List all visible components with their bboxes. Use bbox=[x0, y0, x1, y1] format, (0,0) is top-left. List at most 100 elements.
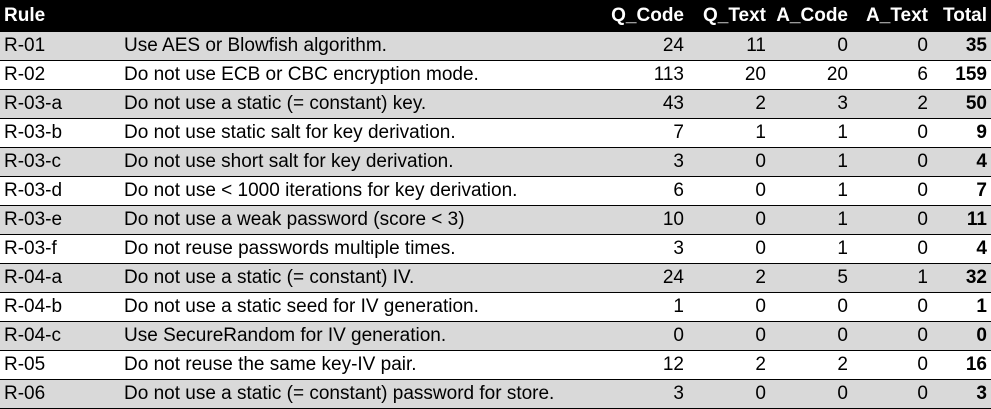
a-code-count: 0 bbox=[770, 379, 852, 409]
total-count: 4 bbox=[932, 147, 991, 177]
a-text-count: 0 bbox=[852, 176, 932, 206]
q-text-count: 2 bbox=[688, 89, 770, 119]
header-q-code: Q_Code bbox=[611, 5, 684, 26]
header-q-text: Q_Text bbox=[702, 5, 766, 26]
total-count: 9 bbox=[932, 118, 991, 148]
q-text-count: 0 bbox=[688, 176, 770, 206]
header-rule: Rule bbox=[4, 5, 46, 26]
a-text-count: 0 bbox=[852, 292, 932, 322]
rule-description: Do not reuse the same key-IV pair. bbox=[120, 350, 600, 380]
q-code-count: 43 bbox=[600, 89, 688, 119]
table-row: R-06 Do not use a static (= constant) pa… bbox=[0, 379, 991, 409]
q-code-count: 3 bbox=[600, 379, 688, 409]
a-text-count: 0 bbox=[852, 32, 932, 61]
total-count: 159 bbox=[932, 60, 991, 90]
rule-description: Do not use < 1000 iterations for key der… bbox=[120, 176, 600, 206]
rule-id: R-03-a bbox=[0, 89, 120, 119]
rule-id: R-02 bbox=[0, 60, 120, 90]
rule-id: R-04-a bbox=[0, 263, 120, 293]
q-text-count: 1 bbox=[688, 118, 770, 148]
table-body: R-01 Use AES or Blowfish algorithm. 24 1… bbox=[0, 32, 991, 409]
q-text-count: 2 bbox=[688, 263, 770, 293]
header-a-code: A_Code bbox=[776, 5, 848, 26]
table-row: R-03-f Do not reuse passwords multiple t… bbox=[0, 234, 991, 264]
header-a-text: A_Text bbox=[866, 5, 928, 26]
a-code-count: 0 bbox=[770, 292, 852, 322]
q-code-count: 10 bbox=[600, 205, 688, 235]
a-code-count: 1 bbox=[770, 118, 852, 148]
q-code-count: 113 bbox=[600, 60, 688, 90]
a-code-count: 2 bbox=[770, 350, 852, 380]
total-count: 7 bbox=[932, 176, 991, 206]
table-row: R-05 Do not reuse the same key-IV pair. … bbox=[0, 350, 991, 380]
rule-description: Do not use a weak password (score < 3) bbox=[120, 205, 600, 235]
total-count: 3 bbox=[932, 379, 991, 409]
total-count: 35 bbox=[932, 32, 991, 61]
q-text-count: 20 bbox=[688, 60, 770, 90]
a-code-count: 20 bbox=[770, 60, 852, 90]
header-total: Total bbox=[943, 5, 987, 26]
a-code-count: 5 bbox=[770, 263, 852, 293]
q-text-count: 0 bbox=[688, 379, 770, 409]
q-code-count: 24 bbox=[600, 32, 688, 61]
q-code-count: 3 bbox=[600, 147, 688, 177]
q-text-count: 0 bbox=[688, 147, 770, 177]
q-text-count: 0 bbox=[688, 292, 770, 322]
q-code-count: 6 bbox=[600, 176, 688, 206]
table-row: R-03-c Do not use short salt for key der… bbox=[0, 147, 991, 177]
a-code-count: 3 bbox=[770, 89, 852, 119]
q-text-count: 0 bbox=[688, 234, 770, 264]
a-text-count: 6 bbox=[852, 60, 932, 90]
rule-id: R-03-d bbox=[0, 176, 120, 206]
q-code-count: 12 bbox=[600, 350, 688, 380]
total-count: 50 bbox=[932, 89, 991, 119]
a-text-count: 1 bbox=[852, 263, 932, 293]
total-count: 16 bbox=[932, 350, 991, 380]
rule-description: Use SecureRandom for IV generation. bbox=[120, 321, 600, 351]
rule-description: Do not reuse passwords multiple times. bbox=[120, 234, 600, 264]
a-text-count: 0 bbox=[852, 350, 932, 380]
table-row: R-03-a Do not use a static (= constant) … bbox=[0, 89, 991, 119]
a-text-count: 0 bbox=[852, 147, 932, 177]
rule-description: Do not use static salt for key derivatio… bbox=[120, 118, 600, 148]
rule-description: Use AES or Blowfish algorithm. bbox=[120, 32, 600, 61]
a-code-count: 1 bbox=[770, 234, 852, 264]
q-code-count: 3 bbox=[600, 234, 688, 264]
table-row: R-03-b Do not use static salt for key de… bbox=[0, 118, 991, 148]
q-text-count: 2 bbox=[688, 350, 770, 380]
rule-id: R-04-b bbox=[0, 292, 120, 322]
table-row: R-04-b Do not use a static seed for IV g… bbox=[0, 292, 991, 322]
rule-description: Do not use a static seed for IV generati… bbox=[120, 292, 600, 322]
total-count: 11 bbox=[932, 205, 991, 235]
a-code-count: 1 bbox=[770, 205, 852, 235]
a-code-count: 1 bbox=[770, 176, 852, 206]
rule-id: R-03-c bbox=[0, 147, 120, 177]
total-count: 32 bbox=[932, 263, 991, 293]
rule-id: R-03-e bbox=[0, 205, 120, 235]
table-row: R-02 Do not use ECB or CBC encryption mo… bbox=[0, 60, 991, 90]
rule-description: Do not use a static (= constant) key. bbox=[120, 89, 600, 119]
q-code-count: 24 bbox=[600, 263, 688, 293]
total-count: 4 bbox=[932, 234, 991, 264]
rule-id: R-04-c bbox=[0, 321, 120, 351]
rule-id: R-03-f bbox=[0, 234, 120, 264]
rule-description: Do not use ECB or CBC encryption mode. bbox=[120, 60, 600, 90]
rule-id: R-01 bbox=[0, 32, 120, 61]
a-text-count: 0 bbox=[852, 379, 932, 409]
rule-description: Do not use short salt for key derivation… bbox=[120, 147, 600, 177]
q-text-count: 0 bbox=[688, 205, 770, 235]
rule-id: R-06 bbox=[0, 379, 120, 409]
a-code-count: 0 bbox=[770, 321, 852, 351]
table-row: R-04-c Use SecureRandom for IV generatio… bbox=[0, 321, 991, 351]
table-row: R-01 Use AES or Blowfish algorithm. 24 1… bbox=[0, 32, 991, 61]
q-code-count: 1 bbox=[600, 292, 688, 322]
a-text-count: 0 bbox=[852, 234, 932, 264]
total-count: 1 bbox=[932, 292, 991, 322]
header-row: Rule Q_Code Q_Text A_Code A_Text Total bbox=[0, 0, 991, 32]
q-code-count: 7 bbox=[600, 118, 688, 148]
total-count: 0 bbox=[932, 321, 991, 351]
a-code-count: 0 bbox=[770, 32, 852, 61]
a-text-count: 0 bbox=[852, 321, 932, 351]
rule-description: Do not use a static (= constant) passwor… bbox=[120, 379, 600, 409]
